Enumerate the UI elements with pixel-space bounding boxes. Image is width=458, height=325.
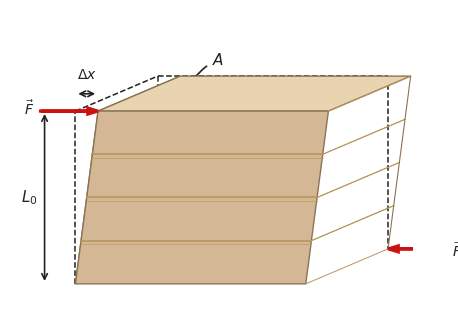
Polygon shape [98,76,411,111]
Text: $A$: $A$ [185,52,224,94]
FancyArrow shape [40,108,98,114]
Text: $\Delta x$: $\Delta x$ [77,68,97,82]
FancyArrow shape [388,246,446,252]
Polygon shape [76,76,180,284]
Text: $\vec{F}$: $\vec{F}$ [452,241,458,260]
Text: $L_0$: $L_0$ [21,188,37,207]
Text: $\vec{F}$: $\vec{F}$ [24,100,34,118]
Polygon shape [76,111,328,284]
